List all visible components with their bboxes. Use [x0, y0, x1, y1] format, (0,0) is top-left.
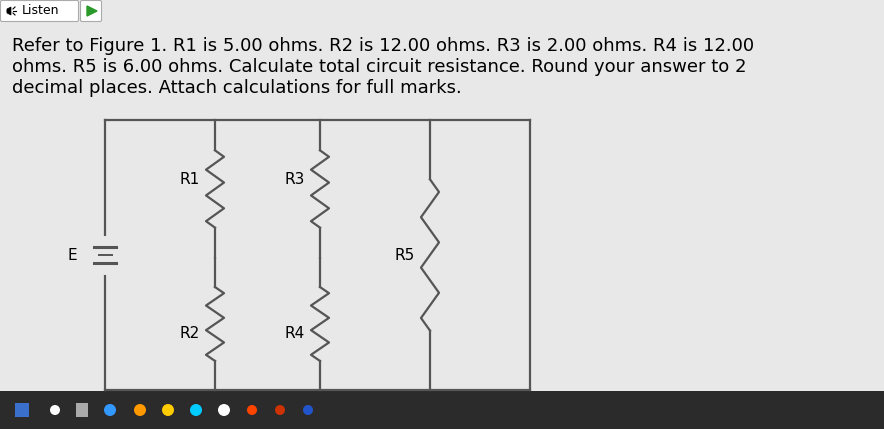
Circle shape [50, 405, 60, 415]
Text: R3: R3 [285, 172, 305, 187]
Polygon shape [87, 6, 97, 16]
Text: Listen: Listen [22, 4, 59, 18]
Bar [76, 403, 88, 417]
Circle shape [190, 404, 202, 416]
Text: R1: R1 [179, 172, 200, 187]
Circle shape [303, 405, 313, 415]
Text: Refer to Figure 1. R1 is 5.00 ohms. R2 is 12.00 ohms. R3 is 2.00 ohms. R4 is 12.: Refer to Figure 1. R1 is 5.00 ohms. R2 i… [12, 37, 754, 55]
Bar [15, 403, 29, 417]
FancyBboxPatch shape [1, 0, 79, 21]
Text: decimal places. Attach calculations for full marks.: decimal places. Attach calculations for … [12, 79, 461, 97]
Text: E: E [67, 248, 77, 263]
Circle shape [134, 404, 146, 416]
Text: R5: R5 [395, 248, 415, 263]
Text: ohms. R5 is 6.00 ohms. Calculate total circuit resistance. Round your answer to : ohms. R5 is 6.00 ohms. Calculate total c… [12, 58, 746, 76]
Circle shape [247, 405, 257, 415]
FancyBboxPatch shape [80, 0, 102, 21]
Text: R4: R4 [285, 326, 305, 341]
Circle shape [104, 404, 116, 416]
Circle shape [275, 405, 285, 415]
Text: R2: R2 [179, 326, 200, 341]
Circle shape [218, 404, 230, 416]
Bar [0, 391, 884, 429]
Polygon shape [7, 7, 11, 15]
Circle shape [162, 404, 174, 416]
